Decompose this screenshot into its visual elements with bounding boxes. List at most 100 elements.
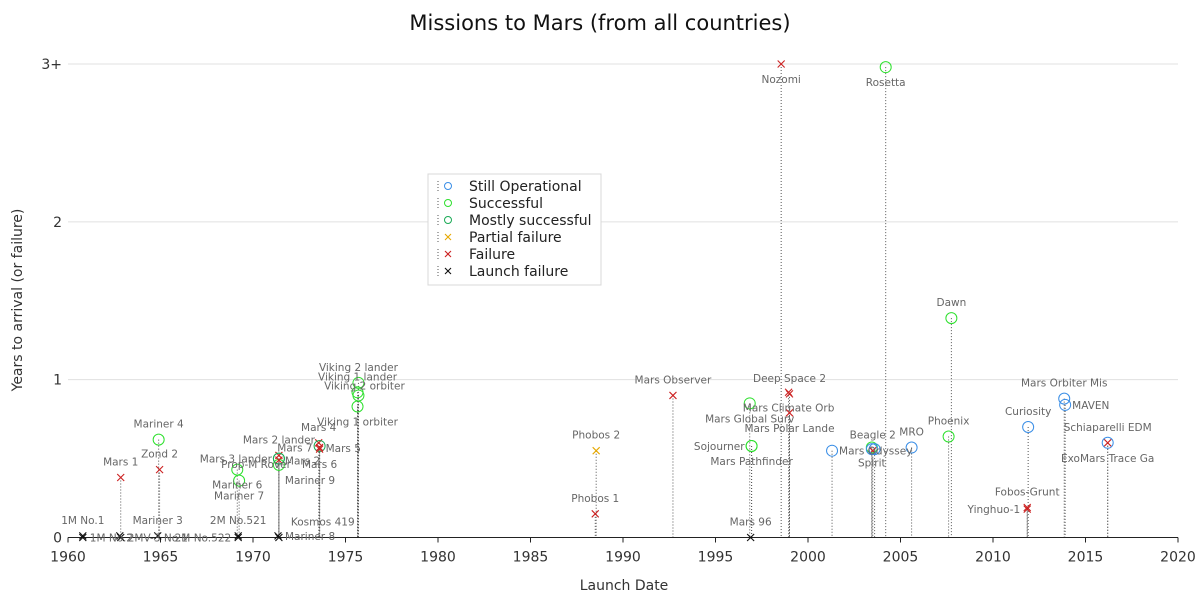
mission-marker [153, 532, 162, 540]
mission-label: Prop-M Rover [221, 459, 291, 471]
mission-label: Phoenix [928, 415, 970, 427]
mission-marker [1101, 436, 1114, 449]
mission-marker [315, 445, 324, 454]
mission-marker [743, 397, 756, 410]
mission-label: Deep Space 2 [753, 373, 826, 385]
y-tick-label: 0 [53, 531, 62, 547]
legend-box [427, 173, 602, 286]
mission-label: Mariner 6 [212, 480, 262, 492]
mission-marker [1058, 392, 1071, 405]
mission-label: Rosetta [866, 77, 906, 89]
legend-marker [444, 216, 452, 224]
mission-label: MRO [899, 427, 924, 439]
x-tick-label: 2020 [1160, 550, 1196, 566]
mission-marker [592, 446, 601, 455]
mission-marker [155, 465, 164, 474]
mission-label: Mars 96 [730, 517, 772, 529]
mission-label: Dawn [936, 297, 966, 309]
mission-label: Mars 3 lander [200, 454, 273, 466]
x-tick-label: 1990 [605, 550, 641, 566]
y-tick-label: 2 [53, 215, 62, 231]
y-axis-label: Years to arrival (or failure) [10, 209, 26, 393]
mission-marker [1059, 398, 1072, 411]
mission-label: Curiosity [1005, 406, 1051, 418]
legend-label: Partial failure [469, 230, 562, 246]
legend-marker [444, 267, 452, 275]
mission-marker [313, 439, 326, 452]
mission-label: Kosmos 419 [291, 517, 355, 529]
grid-lines [68, 63, 1178, 381]
mission-label: Viking 2 orbiter [324, 380, 405, 392]
mission-label: Yinghuo-1 [967, 504, 1021, 516]
mission-marker [116, 533, 125, 542]
chart-title: Missions to Mars (from all countries) [409, 11, 790, 35]
mission-label: Viking 1 lander [318, 371, 398, 383]
mission-label: Phobos 2 [572, 430, 620, 442]
mission-label: Mars Observer [635, 374, 712, 386]
x-tick-label: 1975 [328, 550, 364, 566]
mission-marker [233, 474, 246, 487]
mission-label: Mars 2 [285, 456, 320, 468]
mission-marker [1103, 438, 1112, 447]
mission-marker [275, 456, 283, 465]
legend-item-partial: Partial failure [437, 230, 562, 246]
mission-marker [942, 430, 955, 443]
mission-label: Sojourner [694, 441, 745, 453]
mission-marker [784, 388, 793, 397]
mission-label: ExoMars Trace Ga [1061, 453, 1154, 465]
legend-item-successful: Successful [437, 196, 543, 212]
mission-label: Spirit [858, 458, 886, 470]
legend-marker [444, 250, 452, 258]
mission-marker [234, 532, 243, 540]
mission-label: Mars 1 [103, 457, 138, 469]
mission-label: 2M No.521 [210, 515, 267, 527]
mission-marker [275, 533, 283, 542]
mission-label: 2M No.522 [175, 533, 232, 545]
mission-marker [351, 400, 364, 413]
mission-label: Mars Polar Lande [744, 423, 834, 435]
mission-marker [352, 376, 365, 389]
mission-label: Schiaparelli EDM [1064, 422, 1152, 434]
x-tick-label: 1995 [698, 550, 734, 566]
mission-label: Mars Pathfinder [710, 456, 793, 468]
mission-marker [1023, 503, 1032, 512]
mission-marker [745, 439, 758, 452]
mission-labels: 1M No.1 1M No.2 Mars 1 Mariner 3 Mariner 4 Zo… [61, 74, 1154, 545]
mission-label: Mars Global Surv [705, 413, 794, 425]
mission-label: MAVEN [1072, 400, 1109, 412]
mission-label: Mars Orbiter Mis [1021, 378, 1107, 390]
mission-marker [945, 312, 958, 325]
legend-label: Still Operational [469, 179, 582, 195]
mission-label: Beagle 2 [850, 430, 896, 442]
mission-label: Fobos-Grunt [995, 487, 1060, 499]
y-tick-label: 3+ [41, 57, 62, 73]
x-tick-label: 2000 [790, 550, 826, 566]
x-tick-label: 1965 [143, 550, 179, 566]
axis-ticks: 0 1 2 3+ 1960 1965 1970 1975 1980 1985 1990 1995 200… [41, 57, 1195, 566]
mission-label: Mars 2 lander [243, 434, 316, 446]
mission-marker [1022, 421, 1035, 434]
legend-marker [444, 233, 452, 241]
mission-marker [1023, 505, 1032, 513]
legend-label: Mostly successful [469, 213, 592, 229]
legend-item-launch: Launch failure [437, 264, 568, 280]
x-tick-label: 1980 [420, 550, 456, 566]
mission-label: 1M No.1 [61, 515, 104, 527]
mission-label: Mariner 7 [214, 491, 264, 503]
mission-label: 2MV-3 No.1 [128, 533, 188, 545]
legend-label: Failure [469, 247, 515, 263]
x-tick-label: 2010 [975, 550, 1011, 566]
legend-marker [444, 182, 452, 190]
mission-label: Mariner 8 [285, 531, 335, 543]
mission-label: Mars Climate Orb [743, 402, 835, 414]
mission-marker [785, 408, 794, 417]
mission-label: Zond 2 [141, 449, 178, 461]
mission-label: Mars 6 [302, 459, 338, 471]
legend-item-failure: Failure [437, 247, 515, 263]
mission-marker [826, 444, 839, 457]
mission-marker [905, 441, 918, 454]
mission-label: Mars 5 [326, 443, 361, 455]
